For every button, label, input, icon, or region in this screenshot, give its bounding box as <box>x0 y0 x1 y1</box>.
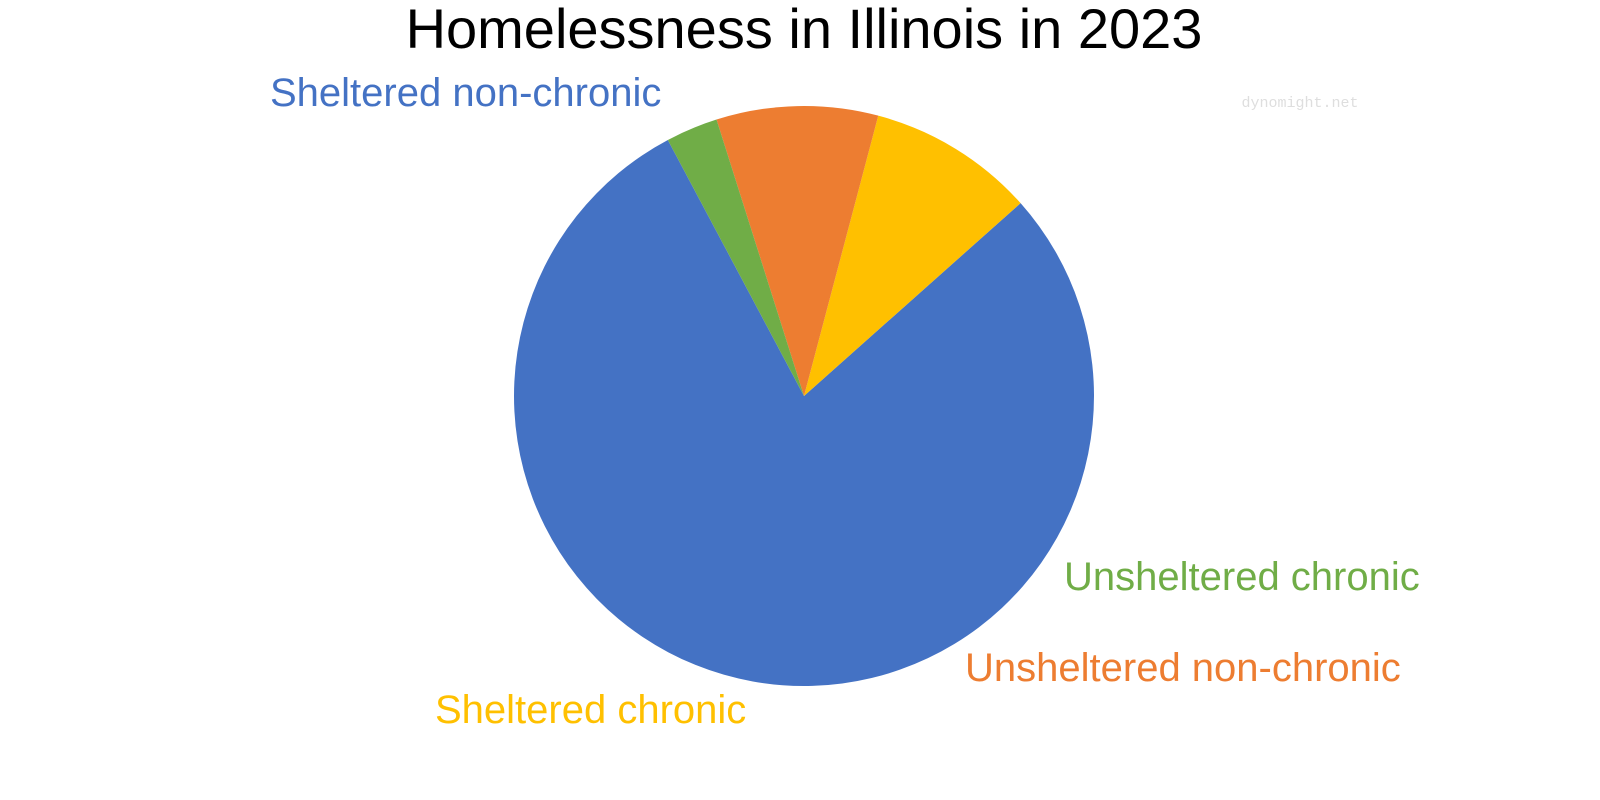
pie-slice-sheltered-chronic <box>804 115 1021 397</box>
pie-slice-unsheltered-chronic <box>667 119 804 396</box>
pie-labels: Sheltered non-chronic Sheltered chronic Un… <box>270 71 1420 732</box>
pie-slices <box>513 105 1094 687</box>
chart-title: Homelessness in Illinois in 2023 <box>406 0 1203 60</box>
watermark-text: dynomight.net <box>1241 95 1358 112</box>
pie-slice-sheltered-non-chronic <box>513 139 1094 687</box>
slice-label-unsheltered-non-chronic: Unsheltered non-chronic <box>965 646 1401 690</box>
slice-label-sheltered-chronic: Sheltered chronic <box>435 688 746 732</box>
slice-label-unsheltered-chronic: Unsheltered chronic <box>1064 555 1420 599</box>
pie-slice-unsheltered-non-chronic <box>716 105 879 397</box>
slice-label-sheltered-non-chronic: Sheltered non-chronic <box>270 71 661 115</box>
